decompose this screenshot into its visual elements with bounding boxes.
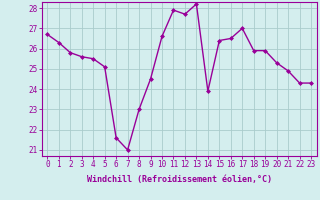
X-axis label: Windchill (Refroidissement éolien,°C): Windchill (Refroidissement éolien,°C) [87,175,272,184]
